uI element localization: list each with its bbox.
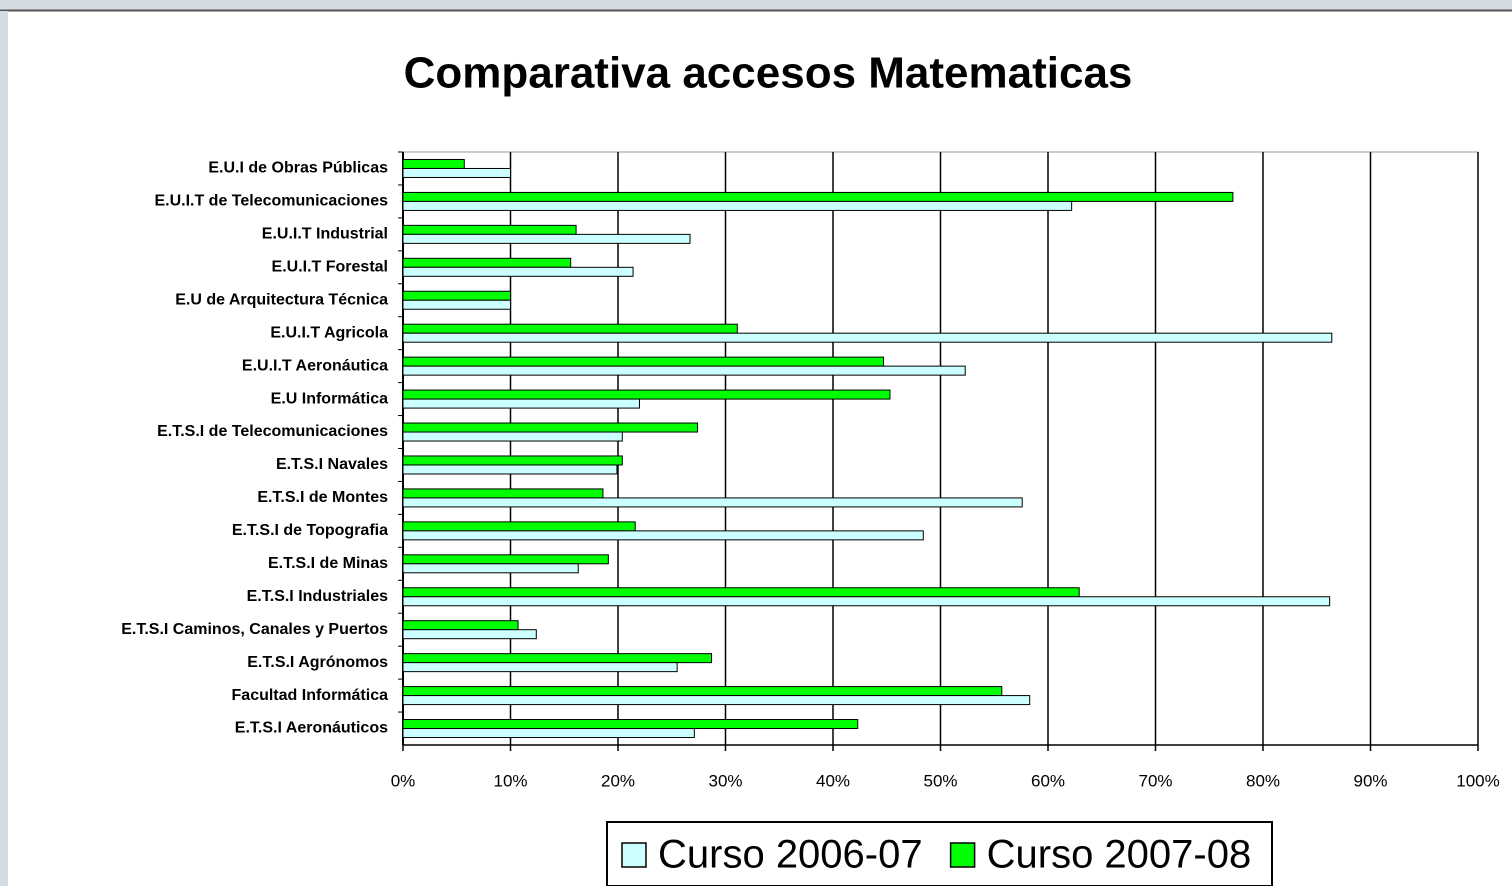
top-bar <box>0 0 1512 10</box>
left-strip <box>0 11 8 886</box>
x-tick-label: 70% <box>1138 771 1172 790</box>
bar <box>402 464 618 475</box>
y-tick-label: E.T.S.I de Topografia <box>232 522 388 539</box>
bar <box>402 332 1333 343</box>
bar <box>402 299 511 310</box>
y-tick-label: E.U de Arquitectura Técnica <box>175 291 388 308</box>
legend-swatch <box>621 842 647 868</box>
bar <box>402 167 511 178</box>
y-tick-label: E.U.I.T de Telecomunicaciones <box>154 193 388 210</box>
y-tick-label: E.U.I.T Industrial <box>262 226 388 243</box>
bar <box>402 398 640 409</box>
y-tick-label: E.U.I de Obras Públicas <box>208 160 388 177</box>
bar <box>402 365 966 376</box>
bar <box>402 728 695 739</box>
bar <box>402 596 1331 607</box>
bar <box>402 191 1234 202</box>
x-tick-label: 100% <box>1456 771 1499 790</box>
x-tick-label: 0% <box>391 771 416 790</box>
bar <box>402 323 738 334</box>
bar <box>402 587 1080 598</box>
y-tick-label: E.T.S.I de Montes <box>257 489 388 506</box>
x-tick-label: 80% <box>1246 771 1280 790</box>
labels: 0% 10% 20% 30% 40% 50% 60% 70% 80% 90% 100% E.U.I d… <box>121 160 1500 791</box>
chart-title: Comparativa accesos Matematicas <box>404 49 1133 98</box>
bar <box>402 662 678 673</box>
bar <box>402 356 885 367</box>
legend-box <box>606 821 1273 886</box>
x-tick-label: 10% <box>493 771 527 790</box>
y-tick-label: E.T.S.I Agrónomos <box>247 654 388 671</box>
legend-label: Curso 2007-08 <box>987 833 1252 877</box>
y-tick-label: E.U Informática <box>271 390 388 407</box>
y-tick-label: Facultad Informática <box>232 687 389 704</box>
y-tick-label: E.T.S.I de Minas <box>268 555 388 572</box>
bar <box>402 257 572 268</box>
bar <box>402 158 465 169</box>
bar <box>402 422 699 433</box>
bar <box>402 563 579 574</box>
bar <box>402 719 859 730</box>
x-tick-label: 90% <box>1353 771 1387 790</box>
x-tick-label: 60% <box>1031 771 1065 790</box>
legend: Curso 2006-07 Curso 2007-08 <box>606 821 1273 886</box>
bar <box>402 620 519 631</box>
x-tick-label: 50% <box>923 771 957 790</box>
bar <box>402 554 609 565</box>
y-tick-label: E.T.S.I Industriales <box>247 588 388 605</box>
bar <box>402 389 891 400</box>
x-tick-label: 20% <box>601 771 635 790</box>
bar <box>402 224 577 235</box>
bar <box>402 629 537 640</box>
bar <box>402 695 1031 706</box>
bar <box>402 488 604 499</box>
grid <box>398 151 1479 751</box>
y-tick-label: E.T.S.I Aeronáuticos <box>235 720 388 737</box>
legend-label: Curso 2006-07 <box>658 833 923 877</box>
y-tick-label: E.T.S.I de Telecomunicaciones <box>157 423 388 440</box>
bar <box>402 290 511 301</box>
bar <box>402 455 623 466</box>
bar <box>402 521 636 532</box>
bars <box>402 158 1333 739</box>
bar <box>402 497 1023 508</box>
y-tick-label: E.U.I.T Agricola <box>270 324 388 341</box>
bar <box>402 266 634 277</box>
legend-swatch <box>949 842 976 868</box>
bar <box>402 686 1003 697</box>
y-tick-label: E.T.S.I Caminos, Canales y Puertos <box>121 621 388 638</box>
bar <box>402 653 713 664</box>
bar <box>402 530 924 541</box>
y-tick-label: E.U.I.T Aeronáutica <box>242 357 388 374</box>
bar <box>402 200 1073 211</box>
y-tick-label: E.U.I.T Forestal <box>272 259 388 276</box>
y-tick-label: E.T.S.I Navales <box>276 456 388 473</box>
bar <box>402 431 623 442</box>
bar <box>402 233 691 244</box>
x-tick-label: 30% <box>708 771 742 790</box>
x-tick-label: 40% <box>816 771 850 790</box>
